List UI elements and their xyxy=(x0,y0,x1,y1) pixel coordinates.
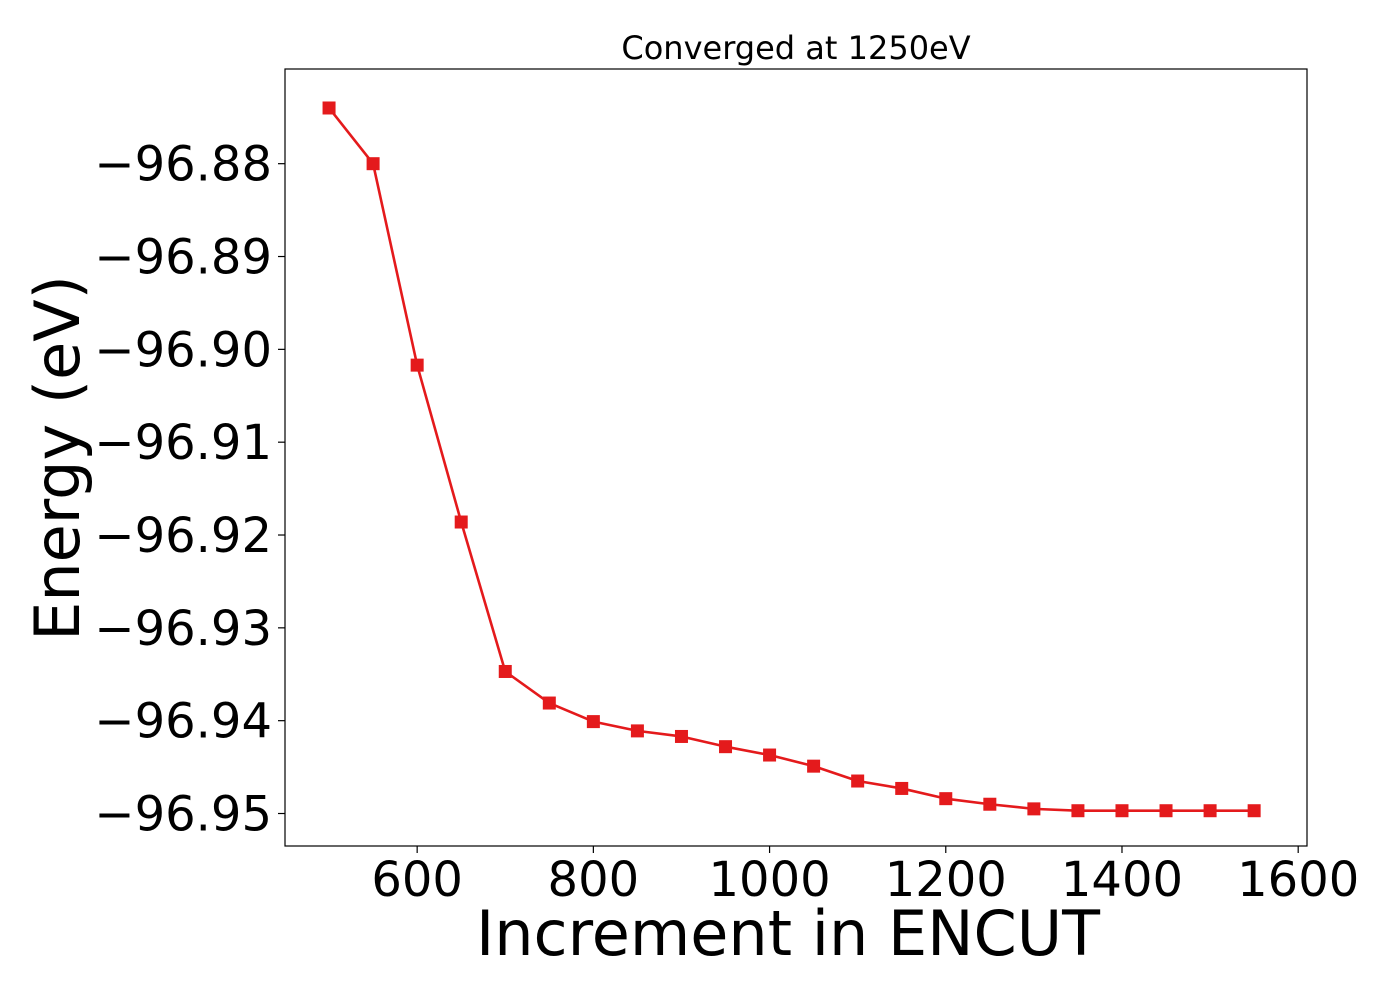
x-tick-label: 600 xyxy=(371,852,463,908)
data-point-marker xyxy=(1115,804,1129,818)
y-tick-label: −96.90 xyxy=(94,322,272,378)
y-tick-label: −96.88 xyxy=(94,137,272,193)
x-tick-label: 800 xyxy=(548,852,640,908)
data-point-marker xyxy=(851,774,865,788)
data-point-marker xyxy=(1203,804,1217,818)
data-point-marker xyxy=(454,515,468,529)
chart-title: Converged at 1250eV xyxy=(621,29,970,67)
y-axis-label: Energy (eV) xyxy=(21,275,94,641)
x-axis-label: Increment in ENCUT xyxy=(476,897,1101,970)
x-tick-label: 1000 xyxy=(708,852,830,908)
y-axis: −96.88 −96.89 −96.90 −96.91 −96.92 −96.93 −96.… xyxy=(94,137,285,843)
plot-area xyxy=(284,68,1308,847)
data-point-marker xyxy=(674,729,688,743)
data-point-marker xyxy=(498,664,512,678)
data-point-marker xyxy=(895,781,909,795)
y-tick-label: −96.95 xyxy=(94,787,272,843)
x-axis: 600 800 1000 1200 1400 1600 xyxy=(371,846,1359,908)
series-line xyxy=(328,107,1255,813)
y-tick-label: −96.94 xyxy=(94,694,272,750)
y-tick-label: −96.91 xyxy=(94,415,272,471)
data-point-marker xyxy=(1159,804,1173,818)
data-point-marker xyxy=(322,101,336,115)
data-point-marker xyxy=(719,740,733,754)
data-point-marker xyxy=(983,797,997,811)
x-tick-label: 1200 xyxy=(885,852,1007,908)
data-point-marker xyxy=(1027,802,1041,816)
data-point-marker xyxy=(1071,804,1085,818)
x-tick-label: 1400 xyxy=(1061,852,1183,908)
data-point-marker xyxy=(586,715,600,729)
x-tick-label: 1600 xyxy=(1237,852,1359,908)
data-point-marker xyxy=(630,724,644,738)
data-point-marker xyxy=(542,696,556,710)
y-tick-label: −96.89 xyxy=(94,230,272,286)
data-point-marker xyxy=(1247,804,1261,818)
plot-frame xyxy=(284,68,1308,847)
data-point-marker xyxy=(763,748,777,762)
y-tick-label: −96.92 xyxy=(94,508,272,564)
data-point-marker xyxy=(939,792,953,806)
data-point-marker xyxy=(366,157,380,171)
data-point-marker xyxy=(807,759,821,773)
data-point-marker xyxy=(410,358,424,372)
y-tick-label: −96.93 xyxy=(94,601,272,657)
